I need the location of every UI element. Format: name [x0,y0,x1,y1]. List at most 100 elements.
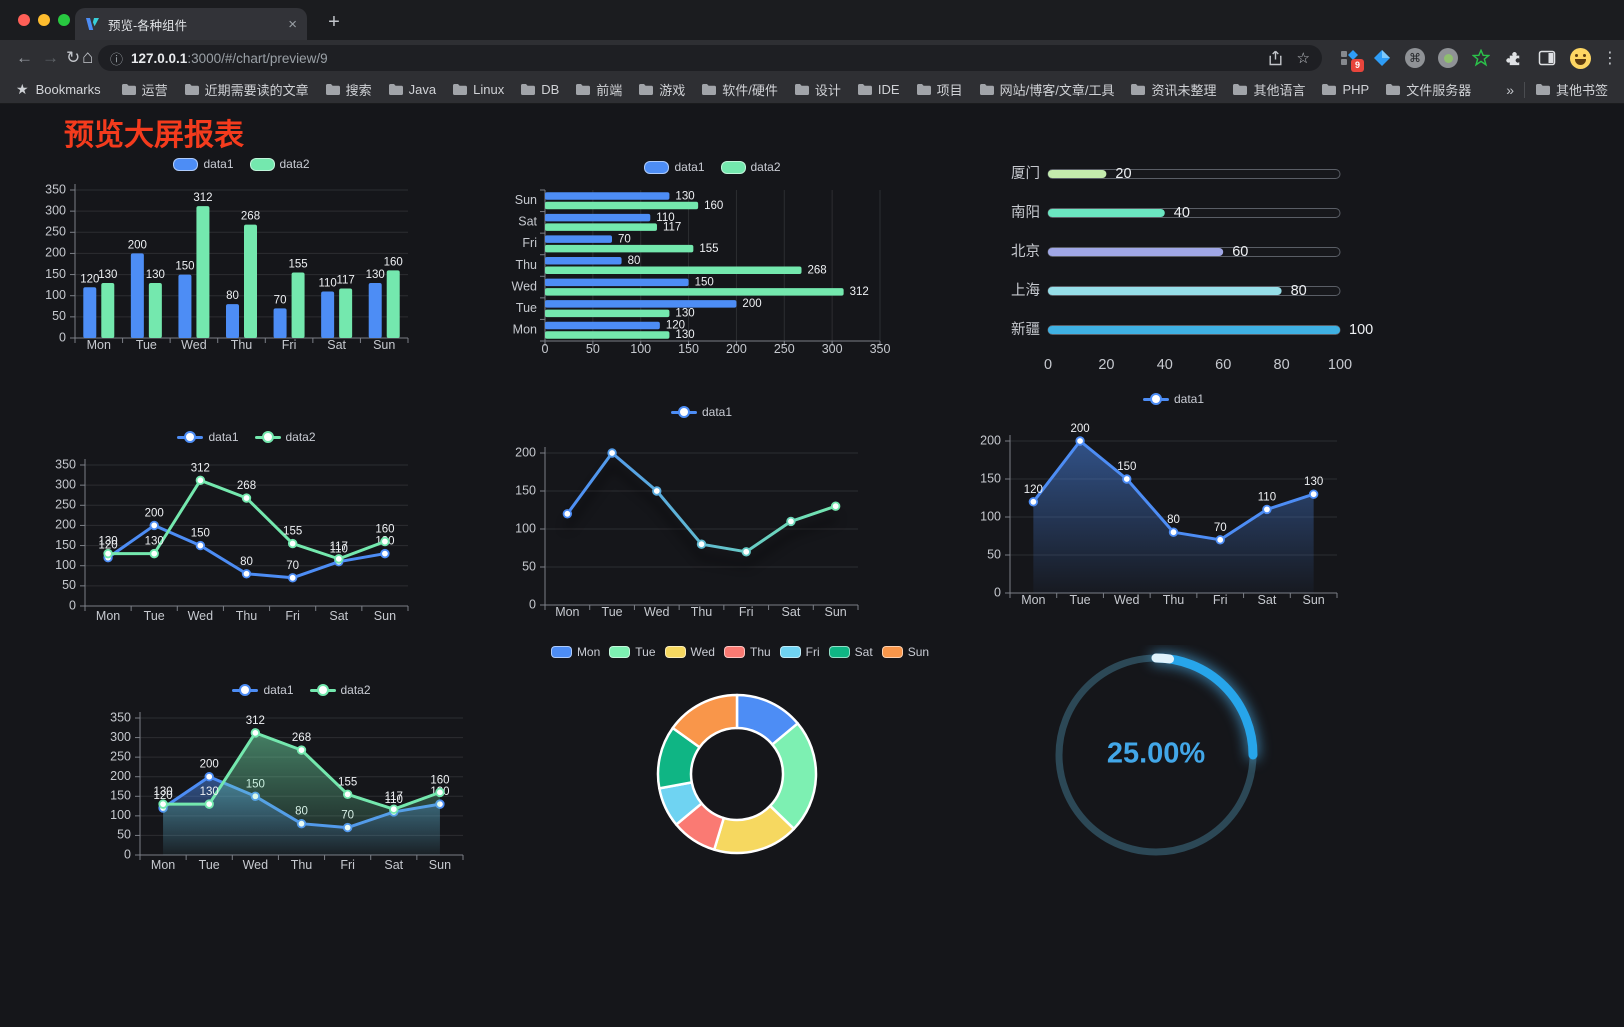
bookmark-folder[interactable]: 项目 [916,80,963,99]
extension-collection-icon[interactable]: 9 [1338,47,1364,72]
address-bar[interactable]: ⓘ 127.0.0.1 :3000/#/chart/preview/9 ☆ [98,45,1322,71]
svg-text:300: 300 [110,730,131,744]
site-info-icon[interactable]: ⓘ [110,51,124,67]
bookmark-folder[interactable]: Java [388,80,436,99]
svg-text:350: 350 [110,710,131,724]
legend-item[interactable]: data1 [177,430,239,444]
svg-text:上海: 上海 [1011,282,1040,299]
browser-menu-icon[interactable]: ⋮ [1602,50,1618,67]
profile-avatar[interactable] [1569,47,1591,69]
svg-text:Wed: Wed [188,609,214,623]
legend-item[interactable]: Tue [609,645,656,659]
svg-text:250: 250 [55,498,76,512]
bookmark-folder[interactable]: 搜索 [325,80,372,99]
back-icon[interactable]: ← [16,48,33,67]
single-area-chart[interactable]: 0 50 100 150 200 Mon Tue Wed Thu Fri Sat Sun 120 200 1… [970,388,1370,623]
bookmark-folder[interactable]: PHP [1321,80,1369,99]
bookmark-folder[interactable]: DB [520,80,559,99]
legend-item[interactable]: data2 [720,160,781,174]
new-tab-button[interactable]: + [328,10,340,33]
svg-text:110: 110 [385,794,403,806]
legend-item[interactable]: Mon [550,645,600,659]
svg-text:268: 268 [808,265,827,277]
legend-item[interactable]: Wed [664,645,715,659]
svg-text:0: 0 [529,597,536,611]
dual-line-chart[interactable]: 0 50 100 150 200 250 300 350 Mon Tue Wed Thu Fri Sat S… [40,425,430,640]
svg-text:北京: 北京 [1011,243,1040,260]
svg-text:155: 155 [288,258,307,270]
legend-item[interactable]: Fri [779,645,820,659]
legend-item[interactable]: data2 [254,430,316,444]
bookmark-star-icon[interactable]: ☆ [1296,50,1310,67]
star-extension-icon[interactable] [1470,47,1492,69]
svg-text:100: 100 [110,808,131,822]
svg-text:0: 0 [994,585,1001,599]
share-icon[interactable] [1268,50,1283,66]
bookmark-folder[interactable]: 网站/博客/文章/工具 [979,80,1114,99]
window-close-button[interactable] [18,14,30,26]
bookmark-folder[interactable]: 运营 [121,80,168,99]
bookmark-folder[interactable]: 设计 [794,80,841,99]
svg-text:50: 50 [117,828,131,842]
forward-icon[interactable]: → [42,48,59,67]
svg-text:250: 250 [110,749,131,763]
svg-text:100: 100 [1349,322,1373,338]
bookmarks-label[interactable]: Bookmarks [35,82,101,97]
bookmark-folder[interactable]: 软件/硬件 [701,80,778,99]
gauge-chart[interactable]: 25.00% [1040,645,1280,875]
tab-close-icon[interactable]: × [288,15,297,33]
svg-text:250: 250 [774,342,795,356]
bookmark-folder[interactable]: 近期需要读的文章 [184,80,309,99]
bookmark-folder[interactable]: 文件服务器 [1385,80,1471,99]
other-bookmarks-folder[interactable]: 其他书签 [1535,80,1608,99]
svg-text:Thu: Thu [691,605,713,619]
legend-item[interactable]: data1 [173,157,234,171]
legend-item[interactable]: data1 [1142,392,1204,406]
legend-item[interactable]: Sat [828,645,873,659]
dual-area-chart[interactable]: 0 50 100 150 200 250 300 350 Mon Tue Wed Thu Fri Sat S… [100,678,490,893]
bookmarks-overflow-chevron[interactable]: » [1506,81,1514,98]
browser-tab[interactable]: 预览-各种组件 × [75,8,307,40]
bookmark-folder[interactable]: 其他语言 [1232,80,1305,99]
gradient-line-chart[interactable]: 0 50 100 150 200 Mon Tue Wed Thu Fri Sat Sun data1 [500,400,900,635]
progress-bar-chart[interactable]: 厦门 20 南阳 40 北京 60 上海 80 新疆 100 0 20 40 60 80 100 [1000,150,1380,400]
legend-item[interactable]: Sun [881,645,929,659]
grouped-bar-chart[interactable]: 0 50 100 150 200 250 300 350 Mon Tue Wed Thu Fri Sat S… [40,150,430,365]
svg-text:130: 130 [145,536,164,548]
svg-text:130: 130 [200,786,219,798]
svg-text:350: 350 [55,457,76,471]
donut-chart[interactable]: Mon Tue Wed Thu Fri Sat Sun [550,638,930,888]
svg-text:0: 0 [69,598,76,612]
svg-text:Fri: Fri [522,236,537,250]
svg-text:150: 150 [695,277,714,289]
command-extension-icon[interactable]: ⌘ [1404,47,1426,69]
legend-item[interactable]: data1 [644,160,705,174]
window-zoom-button[interactable] [58,14,70,26]
bookmark-folder[interactable]: IDE [857,80,900,99]
extensions-puzzle-icon[interactable] [1503,47,1525,69]
bookmarks-star-icon[interactable]: ★ [16,81,29,97]
bookmark-folder[interactable]: 资讯未整理 [1130,80,1216,99]
legend-item[interactable]: data2 [249,157,310,171]
extension-badge: 9 [1351,59,1364,72]
svg-text:350: 350 [45,182,66,196]
side-panel-icon[interactable] [1536,47,1558,69]
legend-item[interactable]: data1 [232,683,294,697]
svg-text:200: 200 [1070,423,1089,435]
diamond-extension-icon[interactable] [1371,47,1393,69]
home-icon[interactable]: ⌂ [82,47,94,68]
bookmark-folder[interactable]: 游戏 [638,80,685,99]
svg-text:100: 100 [980,509,1001,523]
horizontal-bar-chart[interactable]: 0 50 100 150 200 250 300 350 Mon 120 130 Tue 200 130 W… [505,150,900,375]
recorder-extension-icon[interactable] [1437,47,1459,69]
svg-text:0: 0 [1044,357,1052,373]
bookmark-folder[interactable]: 前端 [575,80,622,99]
legend-item[interactable]: data1 [670,405,732,419]
window-minimize-button[interactable] [38,14,50,26]
svg-text:312: 312 [850,286,869,298]
reload-icon[interactable]: ↻ [66,48,81,67]
legend-item[interactable]: data2 [309,683,371,697]
bookmark-folder[interactable]: Linux [452,80,504,99]
svg-text:Wed: Wed [181,338,207,352]
legend-item[interactable]: Thu [723,645,771,659]
